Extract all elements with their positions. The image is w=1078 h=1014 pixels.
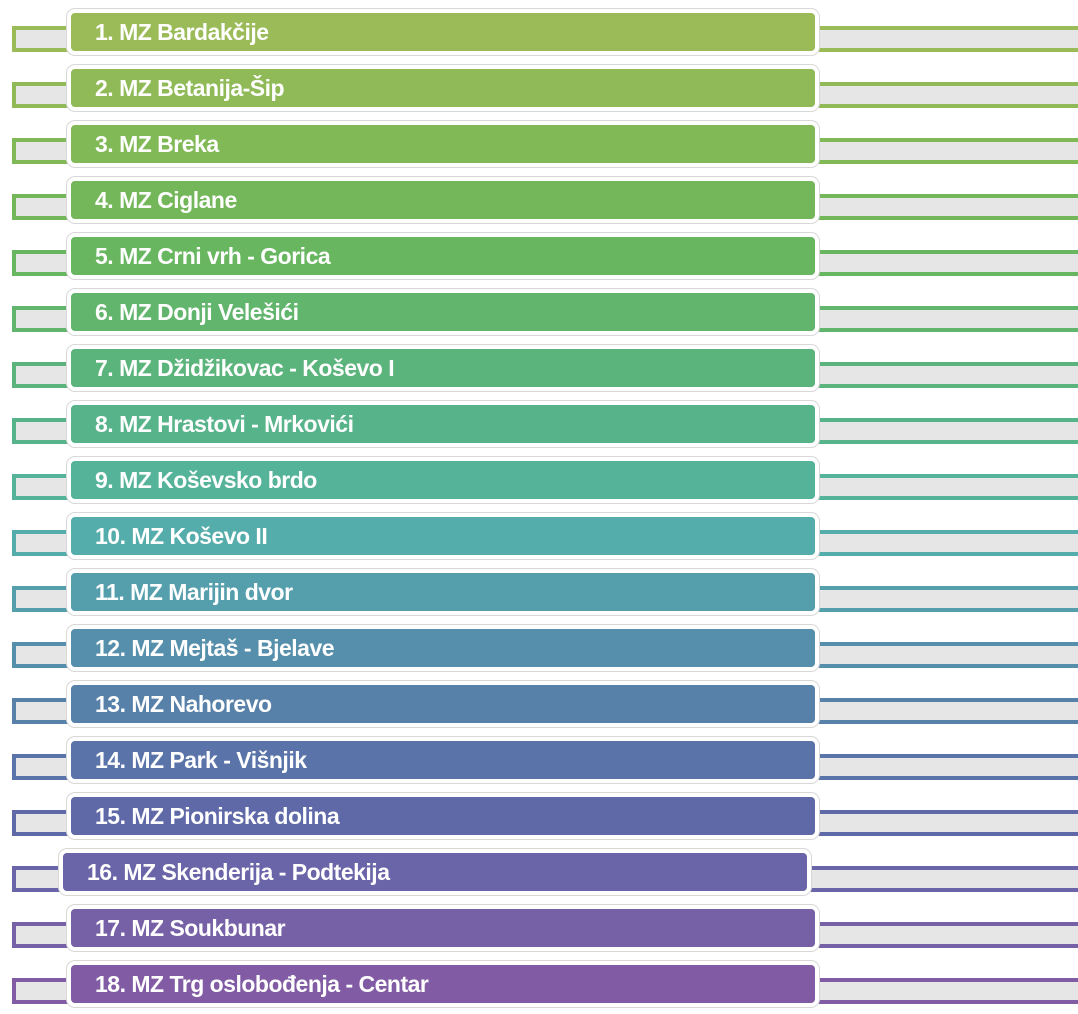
list-item: 16. MZ Skenderija - Podtekija xyxy=(0,846,1078,902)
mz-label-box: 13. MZ Nahorevo xyxy=(67,681,819,727)
list-item: 14. MZ Park - Višnjik xyxy=(0,734,1078,790)
list-item: 5. MZ Crni vrh - Gorica xyxy=(0,230,1078,286)
mz-label-box: 2. MZ Betanija-Šip xyxy=(67,65,819,111)
mz-label-box: 10. MZ Koševo II xyxy=(67,513,819,559)
mz-label-box: 8. MZ Hrastovi - Mrkovići xyxy=(67,401,819,447)
list-item: 7. MZ Džidžikovac - Koševo I xyxy=(0,342,1078,398)
list-item: 17. MZ Soukbunar xyxy=(0,902,1078,958)
mz-label-box: 15. MZ Pionirska dolina xyxy=(67,793,819,839)
mz-label-box: 5. MZ Crni vrh - Gorica xyxy=(67,233,819,279)
mz-label-box: 9. MZ Koševsko brdo xyxy=(67,457,819,503)
list-item: 18. MZ Trg oslobođenja - Centar xyxy=(0,958,1078,1014)
list-item: 4. MZ Ciglane xyxy=(0,174,1078,230)
mz-label-box: 6. MZ Donji Velešići xyxy=(67,289,819,335)
list-item: 2. MZ Betanija-Šip xyxy=(0,62,1078,118)
list-item: 10. MZ Koševo II xyxy=(0,510,1078,566)
mz-label-box: 1. MZ Bardakčije xyxy=(67,9,819,55)
mz-label-box: 7. MZ Džidžikovac - Koševo I xyxy=(67,345,819,391)
mz-label-box: 17. MZ Soukbunar xyxy=(67,905,819,951)
list-item: 1. MZ Bardakčije xyxy=(0,6,1078,62)
list-item: 3. MZ Breka xyxy=(0,118,1078,174)
mz-label-box: 4. MZ Ciglane xyxy=(67,177,819,223)
list-item: 15. MZ Pionirska dolina xyxy=(0,790,1078,846)
list-item: 8. MZ Hrastovi - Mrkovići xyxy=(0,398,1078,454)
mz-label-box: 3. MZ Breka xyxy=(67,121,819,167)
mz-label-box: 11. MZ Marijin dvor xyxy=(67,569,819,615)
mz-label-box: 12. MZ Mejtaš - Bjelave xyxy=(67,625,819,671)
list-item: 6. MZ Donji Velešići xyxy=(0,286,1078,342)
mz-label-box: 14. MZ Park - Višnjik xyxy=(67,737,819,783)
list-item: 11. MZ Marijin dvor xyxy=(0,566,1078,622)
mz-label-box: 16. MZ Skenderija - Podtekija xyxy=(59,849,811,895)
list-item: 12. MZ Mejtaš - Bjelave xyxy=(0,622,1078,678)
mz-label-box: 18. MZ Trg oslobođenja - Centar xyxy=(67,961,819,1007)
list-item: 13. MZ Nahorevo xyxy=(0,678,1078,734)
list-item: 9. MZ Koševsko brdo xyxy=(0,454,1078,510)
